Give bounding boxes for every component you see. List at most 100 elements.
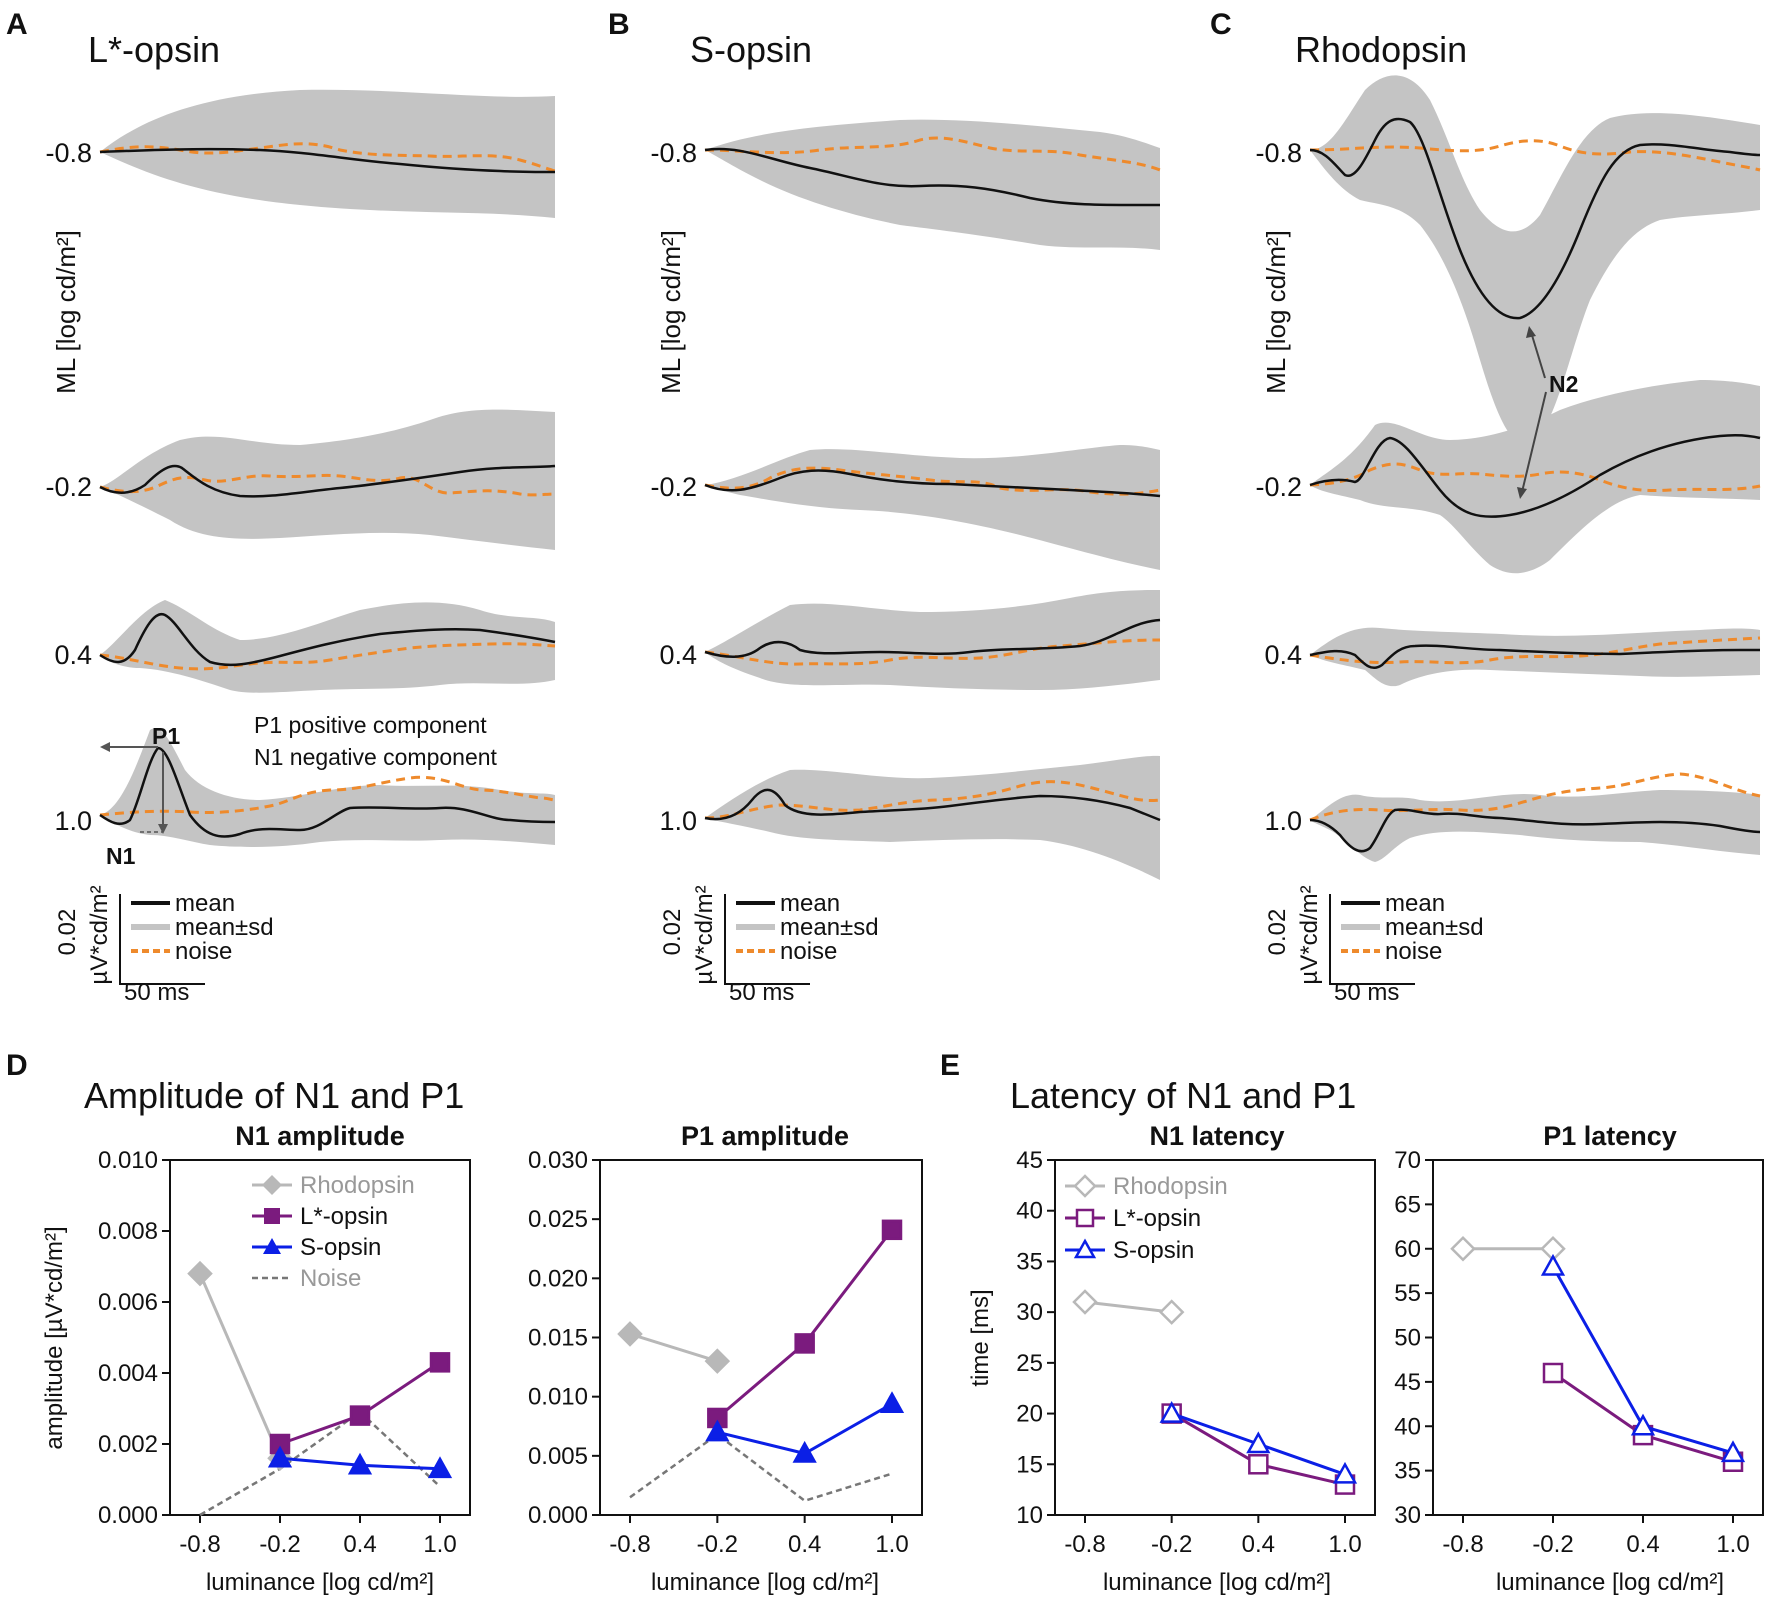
- panel-b-legend-mean: mean: [780, 890, 840, 917]
- n1-amplitude-rhodopsin-point: [187, 1260, 213, 1287]
- n1-latency-series: [1072, 1289, 1358, 1495]
- n1-latency-ytick-label: 45: [1016, 1147, 1043, 1174]
- panel-c-scalebar: [1329, 894, 1415, 985]
- n1-latency-s-opsin-point: [1246, 1431, 1271, 1454]
- panel-a-p1-arrowhead: [100, 742, 110, 752]
- n1-amplitude-xtick-label: -0.2: [259, 1531, 300, 1558]
- p1-amplitude-ticks: 0.000 0.005 0.010 0.015 0.020 0.025 0.030 -0.8 -…: [528, 1147, 909, 1558]
- panel-c-trace-1-noise: [1309, 139, 1761, 172]
- n1-amplitude-s-opsin-point: [427, 1456, 453, 1479]
- p1-latency-plot: P1 latency luminance [log cd/m²] 30 35 40 4…: [1394, 1121, 1764, 1596]
- p1-amplitude-ytick-label: 0.015: [528, 1325, 588, 1352]
- panel-a-legend-mean: mean: [175, 890, 235, 917]
- legend-l-opsin-label: L*-opsin: [1113, 1205, 1201, 1232]
- legend-rhodopsin-marker: [262, 1175, 282, 1195]
- p1-latency-rhodopsin-point: [1450, 1235, 1476, 1262]
- panel-d-group-title: Amplitude of N1 and P1: [84, 1075, 464, 1116]
- n1-amplitude-xtick-label: 0.4: [343, 1531, 376, 1558]
- legend-s-opsin-label: S-opsin: [1113, 1237, 1194, 1264]
- legend-s-opsin-marker: [1073, 1238, 1097, 1259]
- panel-b-trace-1-mean: [704, 147, 1161, 207]
- panel-c-legend-sd: mean±sd: [1385, 914, 1484, 941]
- p1-latency-xtick-label: 0.4: [1626, 1531, 1659, 1558]
- panel-a-title: L*-opsin: [88, 29, 220, 70]
- p1-amplitude-frame: [599, 1159, 923, 1516]
- panel-b-trace-2-sd-band: [705, 445, 1160, 570]
- n1-amplitude-ytick-label: 0.008: [98, 1218, 158, 1245]
- p1-amplitude-xtick-label: -0.2: [697, 1531, 738, 1558]
- panel-a-trace-3-noise: [99, 642, 556, 671]
- panel-b-level-3: 0.4: [659, 640, 697, 670]
- panel-b-legend-noise: noise: [780, 938, 837, 965]
- p1-latency-l-opsin-point: [1542, 1362, 1564, 1384]
- n1-amplitude-plot: N1 amplitude amplitude [µV*cd/m²] lumina…: [41, 1121, 471, 1596]
- p1-amplitude-l-opsin-point: [794, 1333, 815, 1354]
- panel-b-trace-1-noise: [704, 136, 1161, 172]
- n1-amplitude-ytick-label: 0.004: [98, 1360, 158, 1387]
- legend-s-opsin-marker: [263, 1238, 281, 1254]
- p1-amplitude-rhodopsin-point: [704, 1348, 731, 1374]
- p1-latency-ytick-label: 60: [1394, 1236, 1421, 1263]
- n1-latency-rhodopsin-line: [1084, 1300, 1172, 1314]
- panel-letter-e: E: [940, 1049, 960, 1082]
- panel-a-level-1: -0.8: [45, 138, 92, 168]
- p1-amplitude-s-opsin-point: [792, 1440, 817, 1463]
- p1-amplitude-rhodopsin-line: [629, 1332, 718, 1363]
- p1-latency-series: [1450, 1235, 1746, 1472]
- p1-latency-ytick-label: 35: [1394, 1458, 1421, 1485]
- panel-a-scalebar-amplitude: 0.02: [54, 909, 81, 956]
- panel-a-legend-sd: mean±sd: [175, 914, 274, 941]
- legend-rhodopsin-label: Rhodopsin: [1113, 1173, 1228, 1200]
- panel-b-trace-4-mean: [704, 788, 1161, 822]
- p1-amplitude-l-opsin-point: [881, 1219, 903, 1241]
- panel-e-group-title: Latency of N1 and P1: [1010, 1075, 1356, 1116]
- panel-a-level-4: 1.0: [54, 806, 92, 836]
- n1-amplitude-ticks: 0.000 0.002 0.004 0.006 0.008 0.010 -0.8 -0.2 0.…: [98, 1147, 457, 1558]
- p1-amplitude-series: [617, 1219, 905, 1503]
- p1-amplitude-title: P1 amplitude: [681, 1121, 849, 1151]
- panel-b-level-2: -0.2: [650, 472, 697, 502]
- n1-latency-xlabel: luminance [log cd/m²]: [1103, 1569, 1331, 1596]
- panel-c-n2-arrowhead-down: [1517, 487, 1527, 499]
- panel-b-scalebar: [724, 894, 810, 985]
- n1-amplitude-series: [187, 1260, 453, 1517]
- panel-c-trace-2-mean: [1309, 433, 1761, 518]
- p1-latency-title: P1 latency: [1543, 1121, 1677, 1151]
- panel-a-legend-noise: noise: [175, 938, 232, 965]
- n1-latency-ticks: 10 15 20 25 30 35 40 45 -0.8 -0.2 0.4 1.0: [1016, 1147, 1361, 1558]
- n1-amplitude-l-opsin-line: [279, 1361, 441, 1446]
- panel-b-trace-4-noise: [704, 780, 1161, 820]
- panel-a-scalebar-time: 50 ms: [124, 979, 189, 1006]
- panel-c-trace-3-mean: [1309, 644, 1760, 670]
- panel-c-trace-2-noise: [1309, 462, 1761, 492]
- panel-c: C Rhodopsin ML [log cd/m²] -0.8 -0.2 0.4…: [1210, 8, 1761, 1006]
- p1-latency-s-opsin-point: [1720, 1440, 1746, 1463]
- panel-c-n2-arrow-down: [1521, 391, 1547, 493]
- n1-latency-s-opsin-point: [1159, 1400, 1184, 1423]
- n1-latency-ytick-label: 20: [1016, 1401, 1043, 1428]
- panel-b-trace-2-mean: [704, 469, 1161, 498]
- panel-a-level-2: -0.2: [45, 472, 92, 502]
- panel-c-scalebar-amplitude-unit: µV*cd/m²: [1296, 885, 1323, 984]
- n1-amplitude-title: N1 amplitude: [235, 1121, 405, 1151]
- n1-amplitude-ytick-label: 0.006: [98, 1289, 158, 1316]
- n1-latency-ytick-label: 15: [1016, 1451, 1043, 1478]
- panel-b-trace-3-sd-band: [705, 590, 1160, 690]
- panel-a-trace-4-sd-band: [100, 728, 555, 847]
- panel-a-trace-3-mean: [99, 612, 556, 667]
- n1-latency-xtick-label: -0.2: [1151, 1531, 1192, 1558]
- p1-amplitude-xtick-label: -0.8: [609, 1531, 650, 1558]
- panel-a-level-3: 0.4: [54, 640, 92, 670]
- n1-latency-frame: [1054, 1159, 1376, 1516]
- n1-amplitude-l-opsin-point: [429, 1352, 451, 1373]
- panel-c-trace-4-sd-band: [1310, 790, 1760, 862]
- panel-a-p1-label: P1: [152, 723, 180, 749]
- n1-amplitude-s-opsin-point: [347, 1452, 373, 1475]
- p1-amplitude-rhodopsin-point: [617, 1321, 643, 1347]
- p1-latency-ytick-label: 50: [1394, 1325, 1421, 1352]
- panel-a-trace-3-sd-band: [100, 600, 555, 693]
- panel-a-trace-2-sd-band: [100, 409, 555, 550]
- p1-latency-xtick-label: 1.0: [1716, 1531, 1749, 1558]
- panel-a-scalebar-amplitude-unit: µV*cd/m²: [86, 885, 113, 984]
- panel-a-n1-label: N1: [106, 843, 136, 869]
